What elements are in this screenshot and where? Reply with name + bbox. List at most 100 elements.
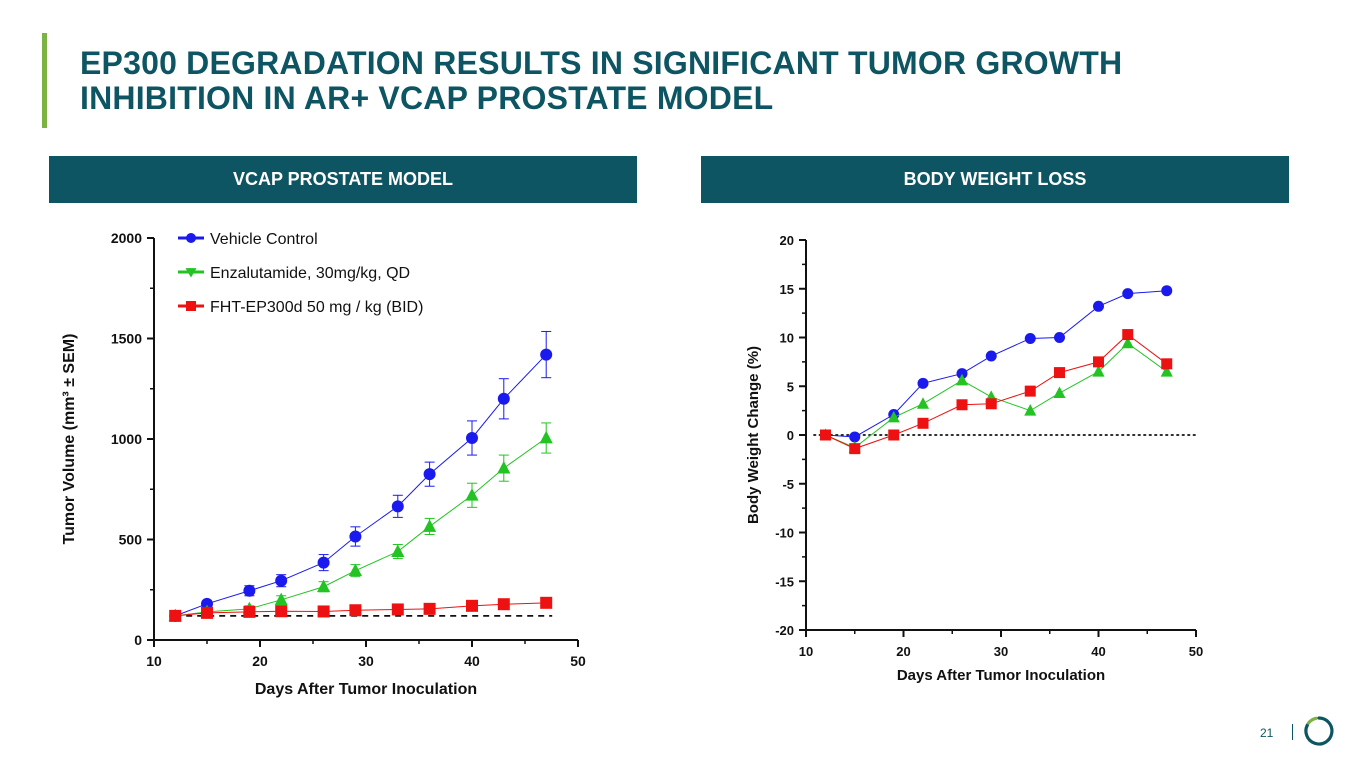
weight-y-tick-label: -10 [775,526,794,541]
tumor-y-tick-label: 1000 [111,431,142,447]
weight-series-1-point [1160,365,1173,377]
tumor-series-2-point [423,602,436,615]
weight-series-0-point [1024,332,1036,344]
weight-series-0-point [849,431,861,443]
tumor-series-2-point [466,599,478,612]
tumor-series-1-point [465,488,479,501]
tumor-series-0-point [423,468,436,481]
weight-series-2-point [1024,385,1036,397]
slide-title: EP300 DEGRADATION RESULTS IN SIGNIFICANT… [80,46,1280,116]
footer-divider [1292,724,1293,740]
page-number: 21 [1260,726,1274,740]
tumor-legend-marker-2 [186,301,196,311]
weight-series-0-point [956,368,968,380]
tumor-legend-marker-1 [185,268,197,278]
tumor-y-axis-title: Tumor Volume (mm³ ± SEM) [61,334,78,545]
weight-y-tick-label: -20 [775,623,794,638]
weight-x-axis-title: Days After Tumor Inoculation [897,667,1105,684]
tumor-series-0-point [275,574,288,587]
weight-series-2-point [985,398,997,410]
weight-series-2-point [956,399,968,411]
tumor-series-1-point [391,544,405,557]
tumor-series-0-point [243,584,256,597]
weight-series-0-point [1054,332,1065,343]
tumor-series-1-point [317,579,331,593]
tumor-series-2-point [201,606,213,619]
weight-y-tick-label: 20 [780,233,794,248]
tumor-series-0-point [540,348,553,361]
tumor-x-tick-label: 40 [464,653,480,669]
tumor-series-1-point [423,519,437,532]
tumor-series-2-point [169,609,182,622]
tumor-x-tick-label: 30 [358,653,374,669]
weight-x-tick-label: 20 [896,644,910,659]
tumor-legend-label-1: Enzalutamide, 30mg/kg, QD [210,265,410,282]
weight-y-tick-label: 10 [780,331,794,346]
weight-series-1-line [825,342,1168,449]
slide-title-line-1: EP300 DEGRADATION RESULTS IN SIGNIFICANT… [80,45,1123,81]
weight-x-tick-label: 50 [1189,644,1203,659]
tumor-legend-label-2: FHT-EP300d 50 mg / kg (BID) [210,299,423,316]
weight-series-2-point [1093,356,1104,368]
tumor-series-1-point [497,460,511,474]
tumor-series-0-point [391,500,404,513]
tumor-series-1-point [348,563,362,577]
tumor-legend-label-0: Vehicle Control [210,231,318,248]
weight-series-0-point [1122,288,1134,300]
tumor-series-1-point [539,430,553,444]
weight-series-2-point [888,429,900,441]
weight-series-0-point [917,377,929,389]
tumor-y-tick-label: 500 [119,532,143,548]
weight-series-0-point [1093,300,1104,312]
tumor-legend-marker-0 [186,233,196,243]
tumor-series-0-point [349,530,362,543]
weight-series-1-point [1024,404,1037,416]
weight-series-1-point [887,410,900,423]
weight-series-2-point [917,417,929,429]
tumor-series-0-point [497,392,510,405]
tumor-y-tick-label: 2000 [111,230,142,246]
tumor-series-2-point [391,603,404,616]
tumor-series-2-point [540,596,553,609]
weight-series-1-point [916,397,930,409]
weight-series-1-point [1092,365,1105,377]
panel-header-body-weight: BODY WEIGHT LOSS [701,156,1289,203]
weight-series-0-point [1161,285,1173,297]
weight-x-tick-label: 40 [1091,644,1105,659]
weight-y-tick-label: 0 [787,428,794,443]
tumor-series-2-point [317,605,330,618]
weight-series-2-point [849,443,861,455]
tumor-y-tick-label: 0 [134,632,142,648]
weight-series-1-point [1053,386,1066,399]
tumor-x-tick-label: 20 [252,653,268,669]
weight-y-tick-label: -15 [775,574,794,589]
company-logo-icon [1304,716,1334,746]
tumor-series-0-point [201,597,213,610]
weight-y-axis-title: Body Weight Change (%) [745,346,762,524]
weight-series-2-point [1054,367,1065,379]
weight-series-2-point [820,429,831,441]
weight-series-0-point [985,350,997,362]
weight-series-1-point [955,373,969,386]
tumor-series-2-point [243,605,256,618]
tumor-series-1-point [274,592,288,606]
weight-x-tick-label: 30 [994,644,1008,659]
title-accent-bar [42,33,47,128]
tumor-series-2-point [349,604,362,617]
slide-title-line-2: INHIBITION IN AR+ VCAP PROSTATE MODEL [80,80,774,116]
tumor-x-tick-label: 10 [146,653,162,669]
weight-series-2-point [1161,358,1173,370]
panel-header-vcap: VCAP PROSTATE MODEL [49,156,637,203]
weight-y-tick-label: -5 [782,477,794,492]
tumor-series-2-point [497,598,510,611]
weight-x-tick-label: 10 [799,644,813,659]
weight-series-0-line [825,290,1167,438]
weight-y-tick-label: 5 [787,379,794,394]
weight-y-tick-label: 15 [780,282,794,297]
tumor-series-2-point [275,605,288,618]
tumor-y-tick-label: 1500 [111,331,142,347]
tumor-series-0-point [466,431,478,444]
weight-series-1-point [1121,336,1134,349]
